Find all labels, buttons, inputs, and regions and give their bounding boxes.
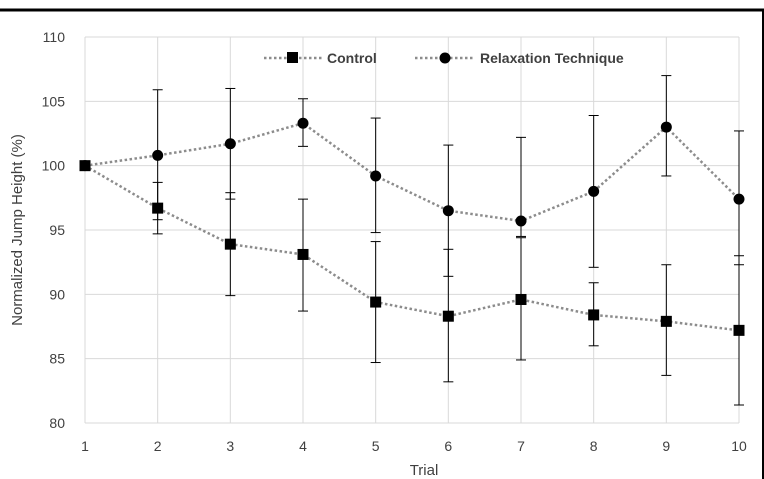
- y-tick-label: 110: [43, 29, 66, 45]
- legend-label-control: Control: [327, 50, 377, 66]
- x-tick-label: 2: [154, 438, 162, 454]
- y-tick-label: 80: [49, 415, 65, 431]
- x-axis-title: Trial: [410, 462, 439, 479]
- legend: Control Relaxation Technique: [264, 50, 624, 66]
- y-axis-ticks: 80 85 90 95 100 105 110: [42, 29, 66, 431]
- data-point: [224, 138, 236, 150]
- x-tick-label: 6: [444, 438, 452, 454]
- data-point: [79, 160, 91, 172]
- x-tick-label: 1: [81, 438, 89, 454]
- data-point: [370, 296, 382, 308]
- legend-marker-control: [287, 52, 298, 63]
- series-layer: [79, 75, 745, 406]
- series-1: [79, 75, 745, 277]
- x-tick-label: 5: [372, 438, 380, 454]
- x-tick-label: 9: [662, 438, 670, 454]
- data-point: [442, 310, 454, 322]
- data-point: [660, 121, 672, 133]
- x-tick-label: 8: [590, 438, 598, 454]
- data-point: [370, 170, 382, 182]
- x-tick-label: 10: [731, 438, 747, 454]
- data-point: [588, 309, 600, 321]
- series-line: [84, 164, 740, 332]
- data-point: [442, 205, 454, 217]
- gridlines: [84, 36, 740, 424]
- y-tick-label: 100: [42, 158, 66, 174]
- data-point: [515, 215, 527, 227]
- data-point: [297, 248, 309, 260]
- legend-marker-relaxation: [439, 52, 451, 64]
- series-0: [79, 160, 745, 406]
- y-tick-label: 90: [49, 286, 65, 302]
- data-point: [224, 238, 236, 250]
- data-point: [660, 315, 672, 327]
- data-point: [588, 185, 600, 197]
- x-tick-label: 4: [299, 438, 307, 454]
- data-point: [733, 324, 745, 336]
- y-tick-label: 85: [49, 351, 65, 367]
- data-point: [733, 193, 745, 205]
- x-axis-ticks: 1 2 3 4 5 6 7 8 9 10: [81, 438, 747, 454]
- x-tick-label: 3: [226, 438, 234, 454]
- legend-label-relaxation: Relaxation Technique: [480, 50, 624, 66]
- data-point: [297, 117, 309, 129]
- y-axis-title: Normalized Jump Height (%): [9, 134, 26, 326]
- series-line: [84, 121, 740, 223]
- data-point: [152, 149, 164, 161]
- y-tick-label: 95: [49, 222, 65, 238]
- data-point: [515, 293, 527, 305]
- y-tick-label: 105: [42, 93, 66, 109]
- x-tick-label: 7: [517, 438, 525, 454]
